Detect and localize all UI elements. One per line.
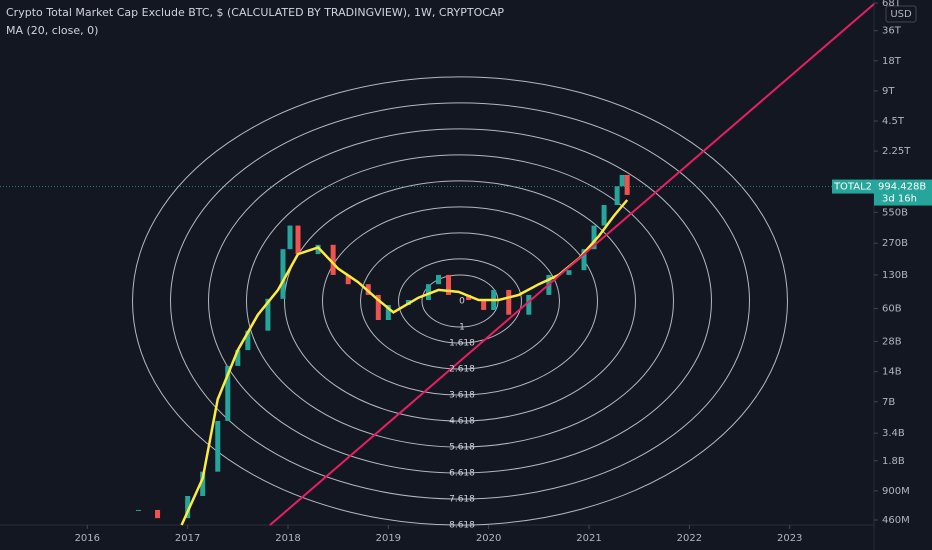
candle <box>155 509 161 519</box>
x-tick-label: 2021 <box>576 533 601 544</box>
candle <box>436 274 442 285</box>
y-tick-label: 68T <box>882 0 902 9</box>
candle <box>345 274 351 285</box>
y-tick-label: 7B <box>882 397 895 408</box>
x-tick-label: 2018 <box>275 533 300 544</box>
y-tick-label: 36T <box>882 26 902 37</box>
fib-circle <box>360 232 560 370</box>
x-tick-label: 2019 <box>376 533 401 544</box>
candle <box>601 205 607 226</box>
fib-level-label: 4.618 <box>449 417 475 427</box>
series-name: TOTAL2 <box>833 182 872 193</box>
fib-circle <box>246 154 674 448</box>
candle <box>375 294 381 321</box>
candle <box>295 225 301 255</box>
candle <box>315 244 321 255</box>
y-tick-label: 60B <box>882 303 902 314</box>
candle <box>135 509 141 511</box>
y-tick-label: 550B <box>882 207 908 218</box>
candle <box>526 294 532 315</box>
candle <box>287 225 293 250</box>
fib-circle <box>398 258 522 344</box>
candle <box>235 350 241 366</box>
fib-level-label: 2.618 <box>449 365 475 375</box>
indicator-label: MA (20, close, 0) <box>6 24 98 37</box>
x-tick-label: 2016 <box>75 533 100 544</box>
candle <box>245 330 251 351</box>
fib-circle <box>284 180 636 422</box>
candle <box>265 298 271 331</box>
x-tick-label: 2017 <box>175 533 200 544</box>
fib-level-label: 0 <box>459 297 465 307</box>
fib-level-label: 7.618 <box>449 495 475 505</box>
y-tick-label: 4.5T <box>882 116 905 127</box>
fib-circle <box>170 102 750 500</box>
fib-level-label: 1 <box>459 323 465 333</box>
countdown: 3d 16h <box>882 194 917 205</box>
candle <box>619 174 625 187</box>
candle <box>330 244 336 275</box>
y-tick-label: 14B <box>882 367 902 378</box>
candle <box>200 471 206 496</box>
fib-circle <box>208 128 712 474</box>
fib-circle <box>132 76 788 526</box>
fib-level-label: 8.618 <box>449 521 475 531</box>
candle <box>614 186 620 206</box>
candle <box>481 299 487 310</box>
candle <box>581 249 587 271</box>
x-tick-label: 2023 <box>777 533 802 544</box>
candle <box>225 365 231 421</box>
y-tick-label: 2.25T <box>882 146 911 157</box>
y-tick-label: 270B <box>882 238 908 249</box>
candle <box>591 225 597 250</box>
fib-level-label: 5.618 <box>449 443 475 453</box>
trend-line[interactable] <box>269 3 875 526</box>
y-tick-label: 460M <box>882 515 910 526</box>
candle <box>506 289 512 315</box>
candle <box>185 495 191 519</box>
fib-circle <box>322 206 598 396</box>
y-tick-label: 9T <box>882 86 895 97</box>
candle <box>566 270 572 275</box>
y-tick-label: 3.4B <box>882 428 905 439</box>
currency-box[interactable] <box>885 5 917 23</box>
candle <box>385 305 391 321</box>
last-price-label: 994.428B <box>878 182 926 193</box>
candle <box>466 294 472 300</box>
candle <box>446 274 452 295</box>
candle <box>280 249 286 299</box>
candle <box>425 284 431 300</box>
x-tick-label: 2022 <box>677 533 702 544</box>
currency: USD <box>890 9 912 20</box>
y-tick-label: 130B <box>882 270 908 281</box>
candle <box>215 420 221 472</box>
fib-level-label: 6.618 <box>449 469 475 479</box>
candle <box>624 174 630 195</box>
fib-level-label: 3.618 <box>449 391 475 401</box>
series-name-tag <box>832 179 874 194</box>
y-tick-label: 28B <box>882 337 902 348</box>
y-tick-label: 900M <box>882 486 910 497</box>
chart-title: Crypto Total Market Cap Exclude BTC, $ (… <box>6 6 504 19</box>
x-tick-label: 2020 <box>476 533 501 544</box>
fib-level-label: 1.618 <box>449 339 475 349</box>
y-tick-label: 1.8B <box>882 456 905 467</box>
y-tick-label: 18T <box>882 56 902 67</box>
price-tag <box>874 179 932 206</box>
